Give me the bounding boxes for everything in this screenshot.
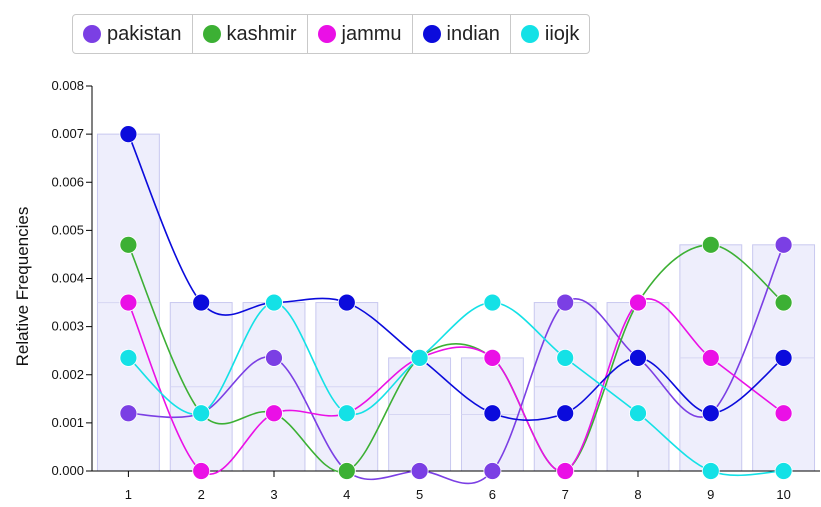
- data-point-indian[interactable]: [337, 293, 356, 312]
- data-point-jammu[interactable]: [629, 293, 647, 312]
- data-point-iiojk[interactable]: [119, 349, 138, 367]
- data-point-kashmir[interactable]: [701, 235, 720, 254]
- legend: pakistan kashmir jammu indian iiojk: [72, 14, 591, 54]
- legend-label-kashmir: kashmir: [226, 22, 297, 45]
- data-point-iiojk[interactable]: [556, 349, 575, 367]
- data-point-iiojk[interactable]: [192, 404, 211, 423]
- y-tick-label: 0.004: [51, 271, 84, 286]
- series-line-indian: [127, 133, 785, 421]
- legend-label-jammu: jammu: [341, 22, 402, 45]
- y-tick-label: 0.000: [51, 463, 84, 478]
- x-tick-label: 7: [562, 487, 569, 502]
- data-point-iiojk[interactable]: [629, 404, 647, 423]
- series-lines: [127, 133, 785, 485]
- data-point-jammu[interactable]: [265, 404, 283, 423]
- data-point-iiojk[interactable]: [410, 349, 429, 367]
- axes: 0.000 0.001 0.002 0.003 0.004 0.005 0.006 0.007…: [51, 78, 820, 502]
- legend-item-kashmir[interactable]: kashmir: [193, 15, 308, 53]
- legend-swatch-indian: [422, 25, 441, 43]
- legend-label-pakistan: pakistan: [107, 22, 182, 45]
- y-axis-title: Relative Frequencies: [13, 207, 32, 367]
- data-point-indian[interactable]: [119, 125, 138, 144]
- data-point-iiojk[interactable]: [701, 462, 720, 480]
- x-tick-label: 4: [343, 487, 350, 502]
- data-point-kashmir[interactable]: [119, 235, 138, 254]
- y-tick-label: 0.008: [51, 78, 84, 93]
- series-points: [119, 125, 793, 480]
- data-point-iiojk[interactable]: [483, 293, 502, 312]
- data-point-jammu[interactable]: [701, 349, 720, 367]
- x-tick-label: 9: [707, 487, 714, 502]
- data-point-kashmir[interactable]: [337, 462, 356, 480]
- x-tick-label: 10: [776, 487, 790, 502]
- data-point-pakistan[interactable]: [774, 235, 793, 254]
- legend-swatch-pakistan: [83, 25, 101, 43]
- series-line-jammu: [127, 298, 785, 475]
- legend-swatch-kashmir: [202, 25, 221, 43]
- data-point-jammu[interactable]: [192, 462, 211, 480]
- data-point-indian[interactable]: [774, 349, 793, 367]
- data-point-indian[interactable]: [483, 404, 502, 423]
- data-point-iiojk[interactable]: [774, 462, 793, 480]
- data-point-jammu[interactable]: [119, 293, 138, 312]
- legend-swatch-jammu: [317, 25, 336, 43]
- y-tick-label: 0.002: [51, 367, 84, 382]
- data-point-kashmir[interactable]: [774, 293, 793, 312]
- data-point-jammu[interactable]: [483, 349, 502, 367]
- data-point-iiojk[interactable]: [337, 404, 356, 423]
- legend-label-indian: indian: [446, 22, 500, 45]
- data-point-indian[interactable]: [556, 404, 575, 423]
- legend-item-iiojk[interactable]: iiojk: [511, 15, 589, 53]
- y-tick-label: 0.005: [51, 222, 84, 237]
- legend-item-pakistan[interactable]: pakistan: [73, 15, 193, 53]
- x-tick-label: 3: [270, 487, 277, 502]
- data-point-pakistan[interactable]: [483, 462, 502, 480]
- legend-item-indian[interactable]: indian: [413, 15, 511, 53]
- data-point-pakistan[interactable]: [119, 404, 138, 423]
- data-point-indian[interactable]: [629, 349, 647, 367]
- data-point-indian[interactable]: [701, 404, 720, 423]
- legend-item-jammu[interactable]: jammu: [308, 15, 413, 53]
- legend-swatch-iiojk: [520, 25, 539, 43]
- data-point-jammu[interactable]: [774, 404, 793, 423]
- x-tick-label: 6: [489, 487, 496, 502]
- data-point-pakistan[interactable]: [265, 349, 283, 367]
- y-tick-label: 0.007: [51, 126, 84, 141]
- series-line-kashmir: [127, 244, 785, 473]
- data-point-pakistan[interactable]: [556, 293, 575, 312]
- x-tick-label: 8: [634, 487, 641, 502]
- data-point-indian[interactable]: [192, 293, 211, 312]
- legend-label-iiojk: iiojk: [544, 22, 580, 45]
- y-tick-label: 0.006: [51, 174, 84, 189]
- x-tick-label: 1: [125, 487, 132, 502]
- x-tick-label: 5: [416, 487, 423, 502]
- y-tick-label: 0.003: [51, 319, 84, 334]
- x-tick-label: 2: [198, 487, 205, 502]
- data-point-pakistan[interactable]: [410, 462, 429, 480]
- y-tick-label: 0.001: [51, 415, 84, 430]
- data-point-jammu[interactable]: [556, 462, 575, 480]
- data-point-iiojk[interactable]: [265, 293, 283, 312]
